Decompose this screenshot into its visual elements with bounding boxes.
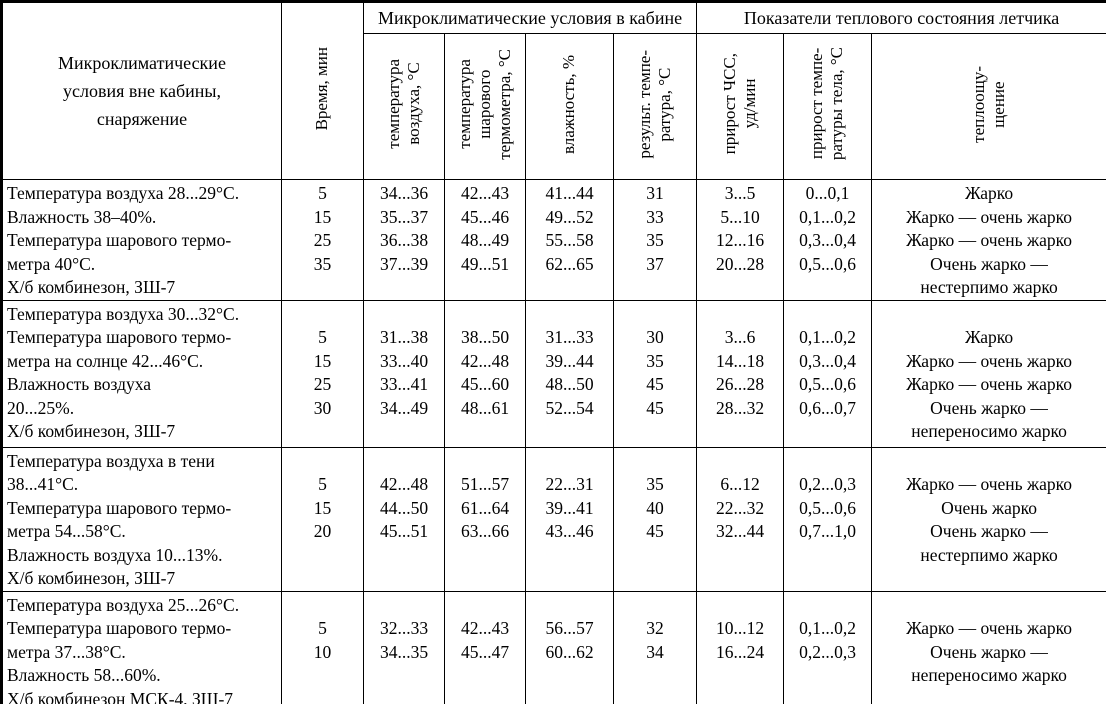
table-row: Температура воздуха в тени 38...41°С. Те… xyxy=(1,446,1106,592)
cell-body-temp-increase: 0,1...0,2 0,2...0,3 xyxy=(783,590,873,704)
header-sensation-label: теплоощу- щение xyxy=(968,65,1009,143)
cell-result-temp: 31 33 35 37 xyxy=(612,179,698,301)
cell-conditions: Температура воздуха 28...29°С. Влажность… xyxy=(1,179,282,301)
cell-result-temp: 35 40 45 xyxy=(612,446,698,592)
table-body: Температура воздуха 28...29°С. Влажность… xyxy=(1,179,1106,704)
cell-hr-increase: 3...6 14...18 26...28 28...32 xyxy=(696,299,785,448)
header-conditions: Микроклиматические условия вне кабины, с… xyxy=(1,1,282,180)
header-humidity: влажность, % xyxy=(525,33,614,180)
table-row: Температура воздуха 25...26°С. Температу… xyxy=(1,590,1106,704)
cell-hr-increase: 6...12 22...32 32...44 xyxy=(696,446,785,592)
header-time: Время, мин xyxy=(281,1,364,180)
header-hr-increase-label: прирост ЧСС, уд/мин xyxy=(719,53,760,155)
cell-globe-temp: 42...43 45...46 48...49 49...51 xyxy=(444,179,526,301)
cell-body-temp-increase: 0,2...0,3 0,5...0,6 0,7...1,0 xyxy=(783,446,873,592)
cell-time: 5 15 20 xyxy=(281,446,364,592)
cell-time: 5 15 25 30 xyxy=(281,299,364,448)
group-header-pilot: Показатели теплового состояния летчика xyxy=(696,1,1106,34)
table-header: Микроклиматические условия вне кабины, с… xyxy=(1,1,1106,180)
cell-result-temp: 30 35 45 45 xyxy=(612,299,698,448)
cell-globe-temp: 38...50 42...48 45...60 48...61 xyxy=(444,299,526,448)
header-air-temp-label: температура воздуха, °С xyxy=(383,59,423,149)
cell-body-temp-increase: 0...0,1 0,1...0,2 0,3...0,4 0,5...0,6 xyxy=(783,179,873,301)
cell-sensation: Жарко Жарко — очень жарко Жарко — очень … xyxy=(871,179,1106,301)
cell-sensation: Жарко — очень жарко Очень жарко Очень жа… xyxy=(871,446,1106,592)
cell-humidity: 56...57 60...62 xyxy=(525,590,614,704)
table-row: Температура воздуха 30...32°С. Температу… xyxy=(1,299,1106,448)
cell-air-temp: 42...48 44...50 45...51 xyxy=(363,446,445,592)
cell-conditions: Температура воздуха 30...32°С. Температу… xyxy=(1,299,282,448)
header-body-temp-increase-label: прирост темпе- ратуры тела, °С xyxy=(807,47,847,161)
cell-humidity: 41...44 49...52 55...58 62...65 xyxy=(525,179,614,301)
cell-time: 5 15 25 35 xyxy=(281,179,364,301)
cell-humidity: 22...31 39...41 43...46 xyxy=(525,446,614,592)
cell-air-temp: 31...38 33...40 33...41 34...49 xyxy=(363,299,445,448)
cell-globe-temp: 42...43 45...47 xyxy=(444,590,526,704)
cell-sensation: Жарко — очень жарко Очень жарко — непере… xyxy=(871,590,1106,704)
cell-globe-temp: 51...57 61...64 63...66 xyxy=(444,446,526,592)
header-result-temp: результ. темпе- ратура, °С xyxy=(612,33,698,180)
header-body-temp-increase: прирост темпе- ратуры тела, °С xyxy=(783,33,873,180)
cell-result-temp: 32 34 xyxy=(612,590,698,704)
cell-conditions: Температура воздуха 25...26°С. Температу… xyxy=(1,590,282,704)
cell-conditions: Температура воздуха в тени 38...41°С. Те… xyxy=(1,446,282,592)
header-globe-temp: температура шарового термометра, °С xyxy=(444,33,526,180)
cell-air-temp: 32...33 34...35 xyxy=(363,590,445,704)
header-time-label: Время, мин xyxy=(312,46,332,131)
cell-body-temp-increase: 0,1...0,2 0,3...0,4 0,5...0,6 0,6...0,7 xyxy=(783,299,873,448)
header-globe-temp-label: температура шарового термометра, °С xyxy=(454,48,515,160)
cell-time: 5 10 xyxy=(281,590,364,704)
header-sensation: теплоощу- щение xyxy=(871,33,1106,180)
group-header-cabin: Микроклиматические условия в кабине xyxy=(362,1,698,34)
header-air-temp: температура воздуха, °С xyxy=(363,33,445,180)
cell-hr-increase: 10...12 16...24 xyxy=(696,590,785,704)
table-row: Температура воздуха 28...29°С. Влажность… xyxy=(1,179,1106,301)
cell-sensation: Жарко Жарко — очень жарко Жарко — очень … xyxy=(871,299,1106,448)
header-humidity-label: влажность, % xyxy=(559,54,579,154)
cell-hr-increase: 3...5 5...10 12...16 20...28 xyxy=(696,179,785,301)
cell-air-temp: 34...36 35...37 36...38 37...39 xyxy=(363,179,445,301)
header-result-temp-label: результ. темпе- ратура, °С xyxy=(634,49,674,159)
header-hr-increase: прирост ЧСС, уд/мин xyxy=(696,33,785,180)
cell-humidity: 31...33 39...44 48...50 52...54 xyxy=(525,299,614,448)
